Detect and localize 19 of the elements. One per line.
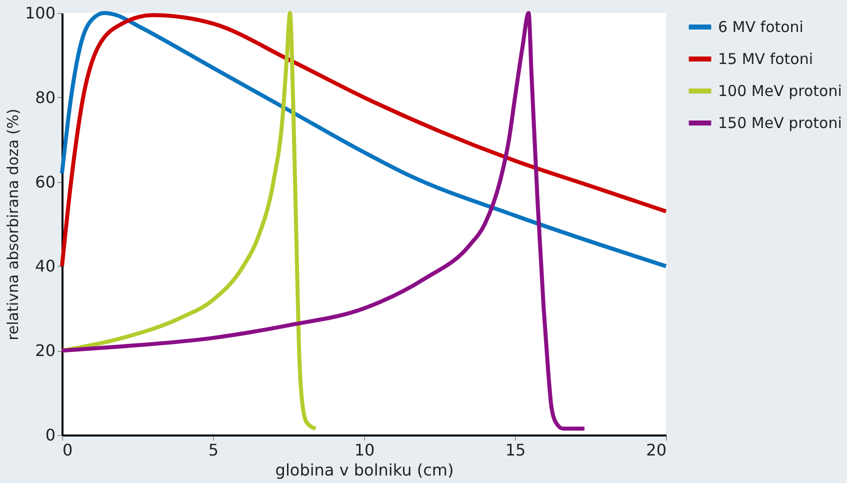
y-tick-label: 60 xyxy=(35,172,56,192)
y-axis-title: relativna absorbirana doza (%) xyxy=(4,108,22,340)
legend-label: 100 MeV protoni xyxy=(718,82,842,100)
line-series xyxy=(60,11,318,431)
y-tick-label: 40 xyxy=(35,256,56,276)
x-tick-label: 10 xyxy=(354,440,375,460)
y-tick-label: 0 xyxy=(45,426,56,444)
legend-label: 15 MV fotoni xyxy=(718,50,814,68)
x-tick-label: 0 xyxy=(62,440,73,460)
x-tick-label: 15 xyxy=(505,440,526,460)
y-tick-label: 20 xyxy=(35,341,56,360)
x-tick-label: 5 xyxy=(208,440,219,460)
x-axis-title: globina v bolniku (cm) xyxy=(275,460,454,480)
legend-label: 6 MV fotoni xyxy=(718,18,804,36)
line-series xyxy=(60,11,586,431)
y-tick-label: 100 xyxy=(24,4,56,22)
x-tick-label: 20 xyxy=(646,440,666,460)
y-tick-label: 80 xyxy=(35,88,56,107)
legend-label: 150 MeV protoni xyxy=(718,114,842,132)
